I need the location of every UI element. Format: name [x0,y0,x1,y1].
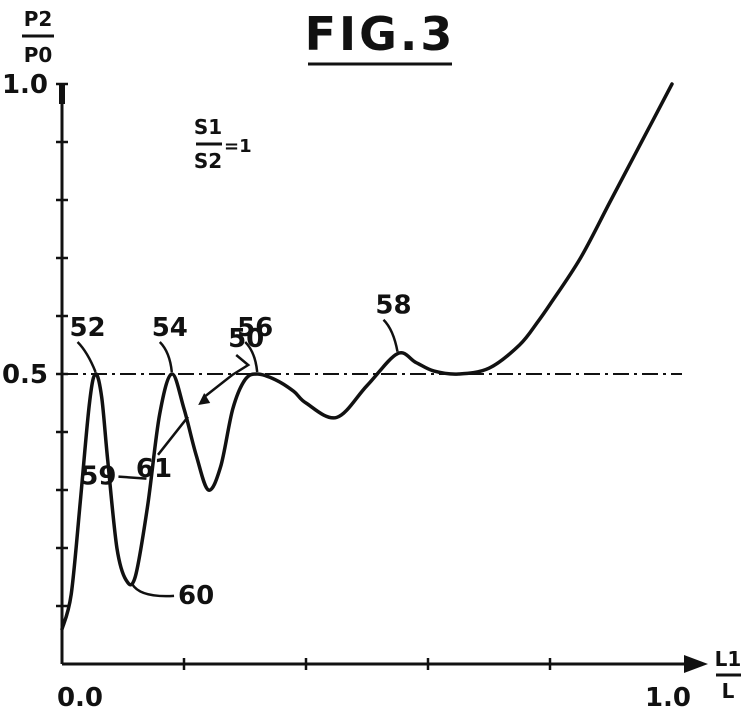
callout-label: 61 [136,454,172,484]
pressure-ratio-curve [60,82,674,631]
x-axis-tick-labels: 0.0 1.0 [57,683,691,712]
x-tick-label: 1.0 [645,683,691,712]
x-axis-ticks [182,658,552,670]
callout-label: 54 [152,313,188,343]
callout-label: 59 [80,462,116,492]
chart-title: FIG.3 [305,7,456,61]
y-axis-label-denominator: P0 [24,43,53,67]
callout-leader-line [76,341,97,373]
x-axis-label-denominator: L [722,679,735,703]
y-axis-tick-labels: 0.5 1.0 [2,70,48,390]
y-axis-ticks [56,82,68,608]
callout-leader-line [382,318,399,352]
callout-label: 60 [178,581,214,611]
x-axis-arrowhead [684,655,708,673]
callout-leader-line [118,475,147,480]
ratio-annotation-value: =1 [224,136,252,157]
callout-label: 50 [228,324,264,354]
callout-leader-line [244,341,259,373]
ratio-annotation-numerator: S1 [194,115,222,139]
callout-label: 52 [69,313,105,343]
x-axis-label-numerator: L1 [715,647,741,671]
callout-leader-line [157,416,189,456]
y-tick-label: 0.5 [2,360,48,390]
callout-leader-line [203,354,251,398]
callout-arrowhead [198,393,211,405]
y-tick-label: 1.0 [2,70,48,100]
x-tick-label: 0.0 [57,683,103,712]
callout-label: 56 [237,313,273,343]
ratio-annotation-denominator: S2 [194,149,222,173]
callout-leader-line [130,583,175,598]
y-axis-label-numerator: P2 [24,7,53,31]
callout-label: 58 [375,291,411,321]
reference-numeral-callouts: 52 54 56 58 60 59 61 50 [69,291,411,611]
callout-leader-line [158,341,174,373]
